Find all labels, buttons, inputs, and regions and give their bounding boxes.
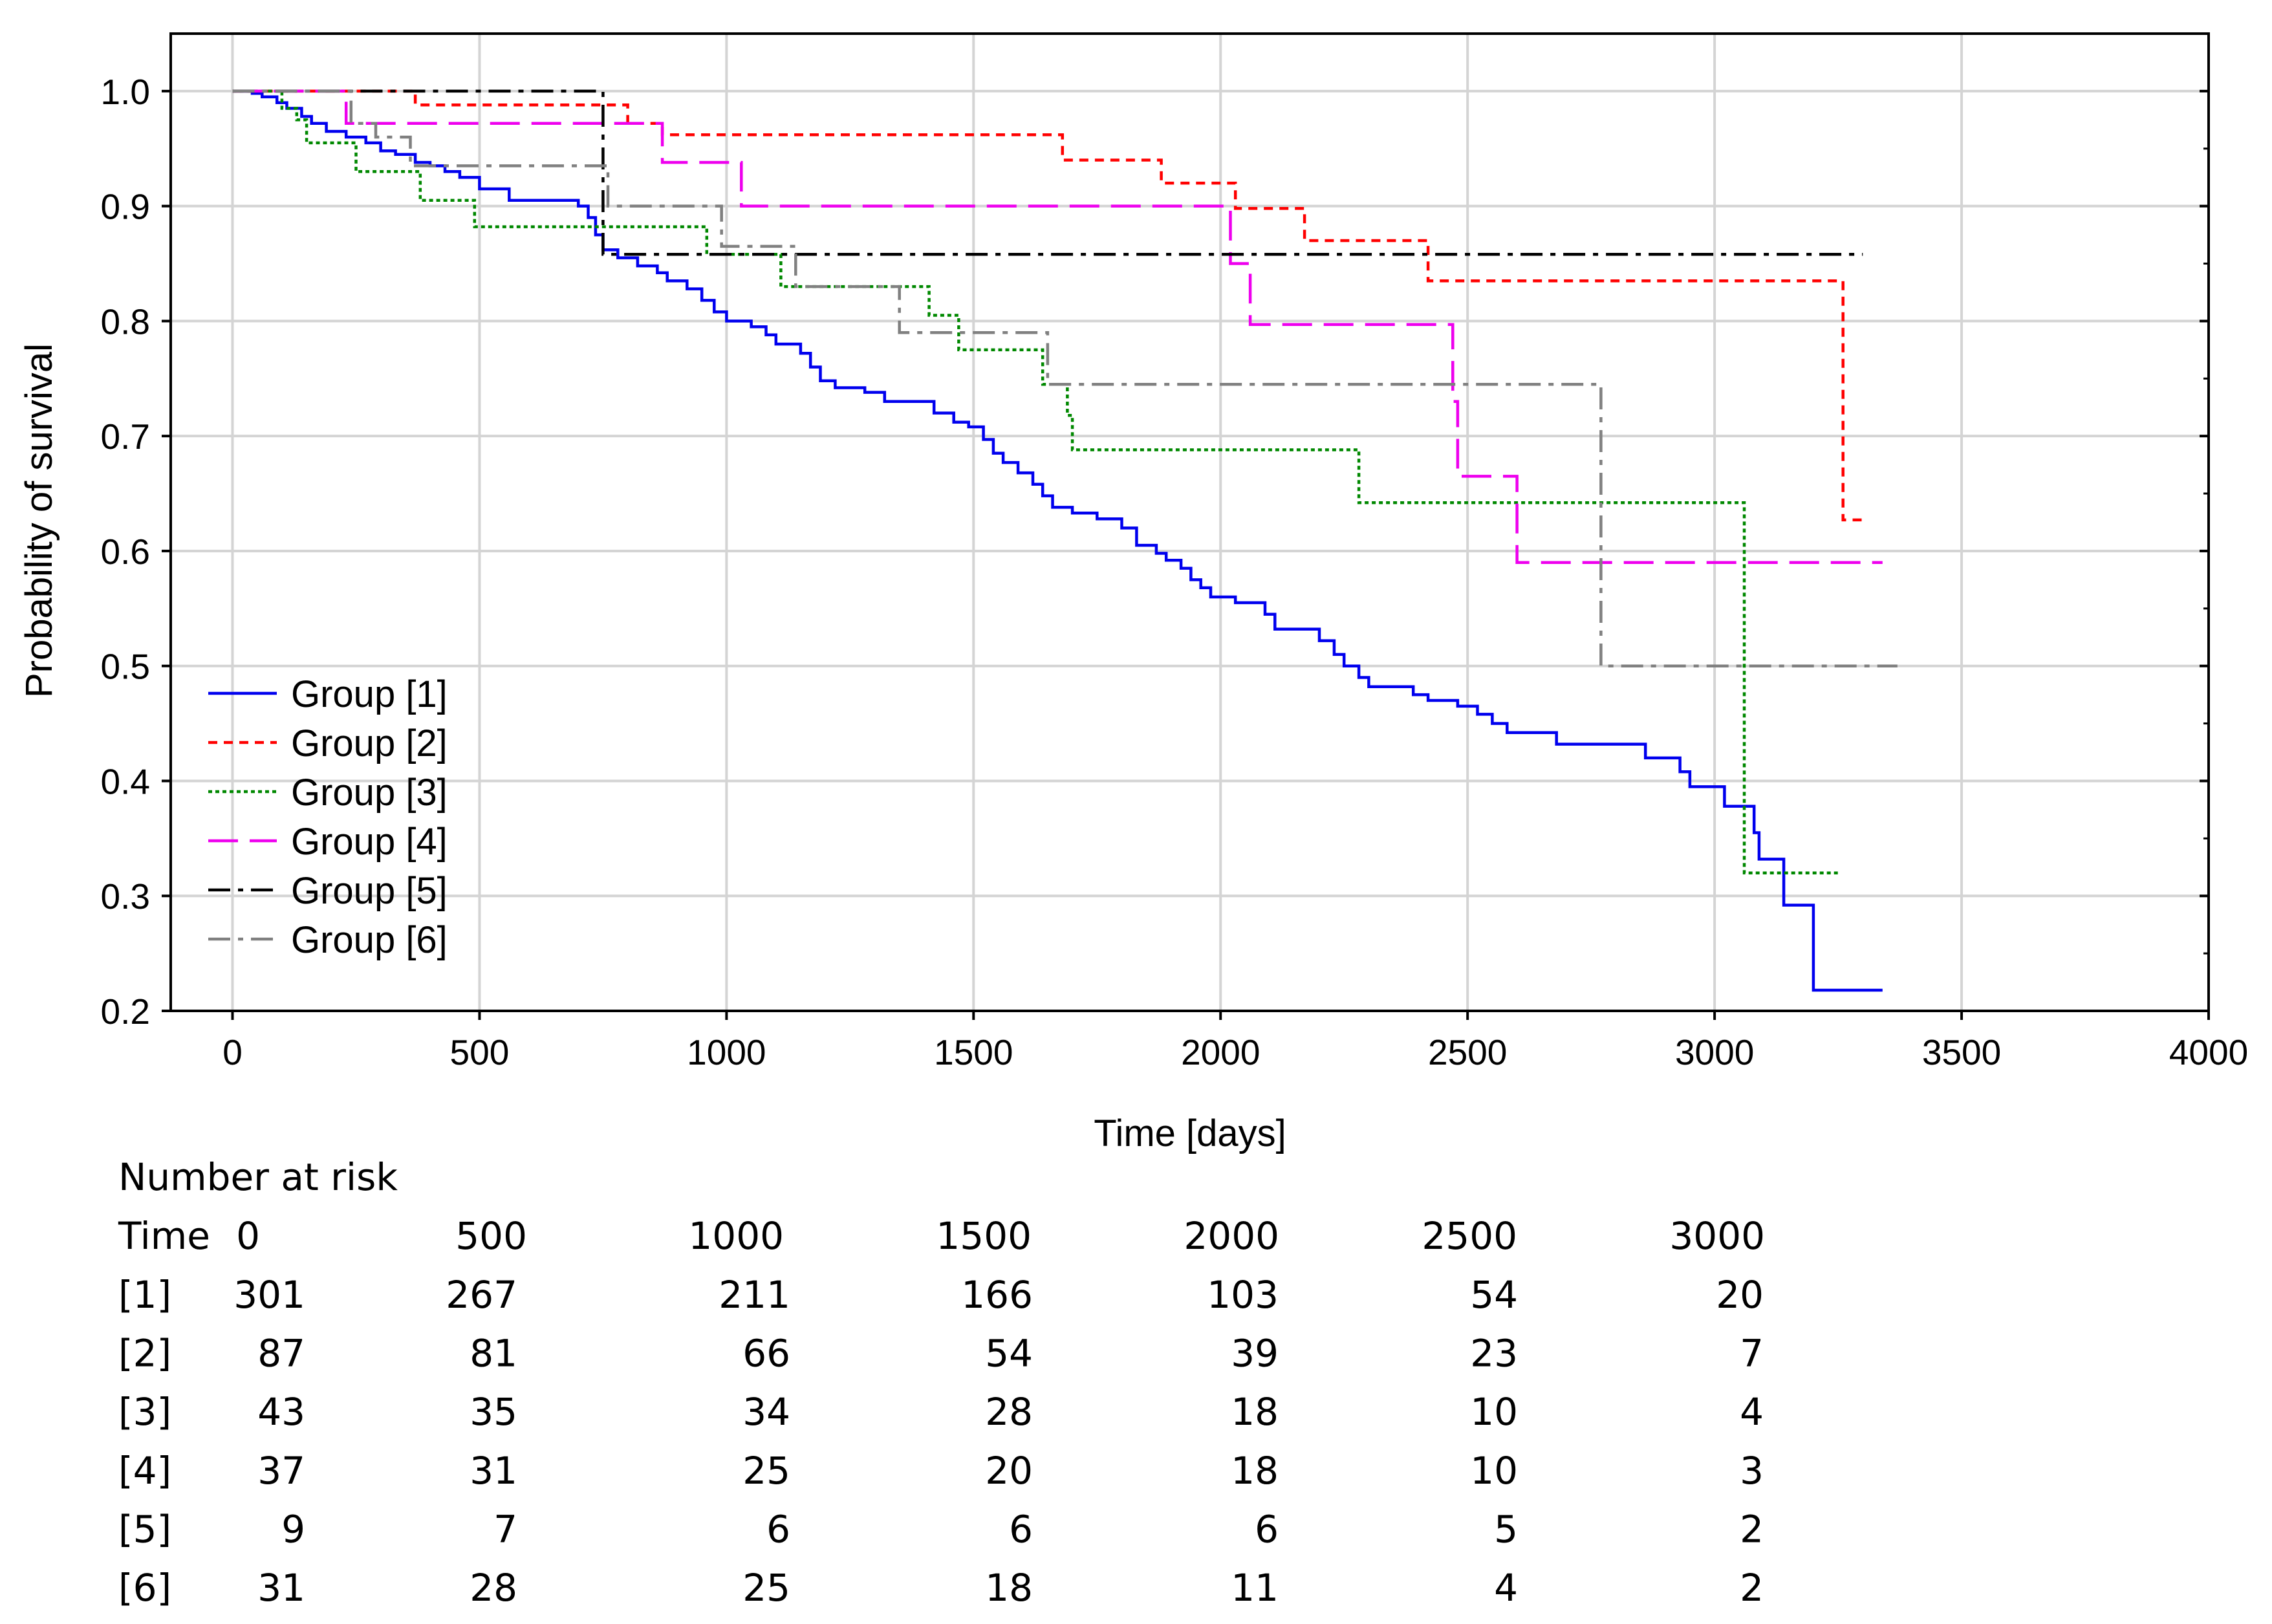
risk-table-cell: 87 [257,1332,305,1376]
risk-table-cell: 9 [281,1507,305,1551]
risk-table-cell: 54 [1470,1273,1518,1317]
risk-table-cell: 2 [1740,1566,1764,1610]
risk-table-cell: 6 [1009,1507,1033,1551]
risk-table-cell: 3 [1740,1449,1764,1493]
axis-ticks: 0 500 1000 1500 2000 2500 3000 3500 4000 0.2 0.3 0.… [101,72,2249,1072]
x-tick-label-3: 1500 [934,1032,1013,1072]
risk-table-cell: 34 [742,1390,790,1434]
y-tick-label-1: 0.3 [101,876,150,916]
x-tick-label-4: 2000 [1181,1032,1260,1072]
x-tick-label-8: 4000 [2169,1032,2248,1072]
y-axis-title: Probability of survival [18,343,60,698]
y-tick-label-7: 0.9 [101,187,150,227]
risk-table-cell: 28 [985,1390,1033,1434]
risk-table-cell: 18 [985,1566,1033,1610]
risk-table-time-1: 500 [455,1214,527,1258]
series-line-group-3 [232,89,1839,874]
risk-table-cell: 2 [1740,1507,1764,1551]
risk-table-time-2: 1000 [688,1214,784,1258]
risk-table-cell: 4 [1740,1390,1764,1434]
x-tick-label-1: 500 [450,1032,510,1072]
y-tick-label-8: 1.0 [101,72,150,112]
x-tick-label-2: 1000 [687,1032,766,1072]
series-line-group-6 [232,89,1898,667]
risk-table-row-label-6: [6] [118,1566,171,1610]
series-line-group-4 [232,89,1883,564]
legend-label-group-1: Group [1] [291,673,448,715]
risk-table-cell: 54 [985,1332,1033,1376]
legend-label-group-6: Group [6] [291,919,448,961]
x-tick-label-0: 0 [222,1032,243,1072]
x-tick-label-7: 3500 [1922,1032,2001,1072]
risk-table-cell: 267 [446,1273,517,1317]
risk-table-cell: 5 [1494,1507,1518,1551]
risk-table-cell: 81 [470,1332,517,1376]
series-line-group-2 [232,89,1868,522]
risk-table-time-5: 2500 [1422,1214,1517,1258]
risk-table-cell: 25 [742,1566,790,1610]
risk-table-cell: 211 [719,1273,790,1317]
risk-table-cell: 6 [766,1507,790,1551]
x-axis-title: Time [days] [1094,1112,1286,1154]
risk-table-cell: 23 [1470,1332,1518,1376]
risk-table-cell: 10 [1470,1390,1518,1434]
series-line-group-5 [232,89,1863,256]
risk-table-cell: 10 [1470,1449,1518,1493]
risk-table-cell: 43 [257,1390,305,1434]
risk-table-cell: 31 [257,1566,305,1610]
risk-table-cell: 18 [1231,1449,1279,1493]
risk-table-cell: 20 [1716,1273,1764,1317]
risk-table-row-label-4: [4] [118,1449,171,1493]
legend-label-group-4: Group [4] [291,821,448,863]
risk-table-cell: 66 [742,1332,790,1376]
x-tick-label-6: 3000 [1675,1032,1754,1072]
y-tick-label-0: 0.2 [101,991,150,1032]
risk-table-cell: 31 [470,1449,517,1493]
risk-table-cell: 39 [1231,1332,1279,1376]
plot-frame [169,32,2210,1012]
risk-table-cell: 4 [1494,1566,1518,1610]
survival-curves [232,89,1898,992]
risk-table-time-label: Time [118,1214,210,1258]
legend: Group [1] Group [2] Group [3] Group [4] Grou… [208,673,448,961]
risk-table-cell: 7 [1740,1332,1764,1376]
risk-table-cell: 11 [1231,1566,1279,1610]
y-tick-label-4: 0.6 [101,532,150,572]
risk-table-row-label-5: [5] [118,1507,171,1551]
risk-table-cell: 103 [1207,1273,1279,1317]
y-tick-label-6: 0.8 [101,301,150,341]
risk-table-time-4: 2000 [1184,1214,1279,1258]
risk-table-row-label-1: [1] [118,1273,171,1317]
risk-table-cell: 6 [1255,1507,1279,1551]
risk-table-cell: 37 [257,1449,305,1493]
y-tick-label-5: 0.7 [101,417,150,457]
risk-table-time-6: 3000 [1669,1214,1765,1258]
risk-table-row-label-3: [3] [118,1390,171,1434]
risk-table: Number at risk Time 0 500 1000 1500 2000 2500 30… [118,1155,1765,1610]
risk-table-cell: 7 [493,1507,517,1551]
risk-table-time-0: 0 [236,1214,260,1258]
risk-table-cell: 18 [1231,1390,1279,1434]
risk-table-row-label-2: [2] [118,1332,171,1376]
x-tick-label-5: 2500 [1428,1032,1507,1072]
risk-table-cell: 301 [233,1273,305,1317]
risk-table-cell: 25 [742,1449,790,1493]
risk-table-cell: 166 [961,1273,1033,1317]
legend-label-group-3: Group [3] [291,772,448,814]
risk-table-cell: 35 [470,1390,517,1434]
legend-label-group-5: Group [5] [291,870,448,912]
legend-label-group-2: Group [2] [291,722,448,764]
y-tick-label-2: 0.4 [101,761,150,801]
risk-table-cell: 28 [470,1566,517,1610]
risk-table-title: Number at risk [118,1155,398,1199]
risk-table-time-3: 1500 [936,1214,1032,1258]
y-tick-label-3: 0.5 [101,647,150,687]
risk-table-cell: 20 [985,1449,1033,1493]
